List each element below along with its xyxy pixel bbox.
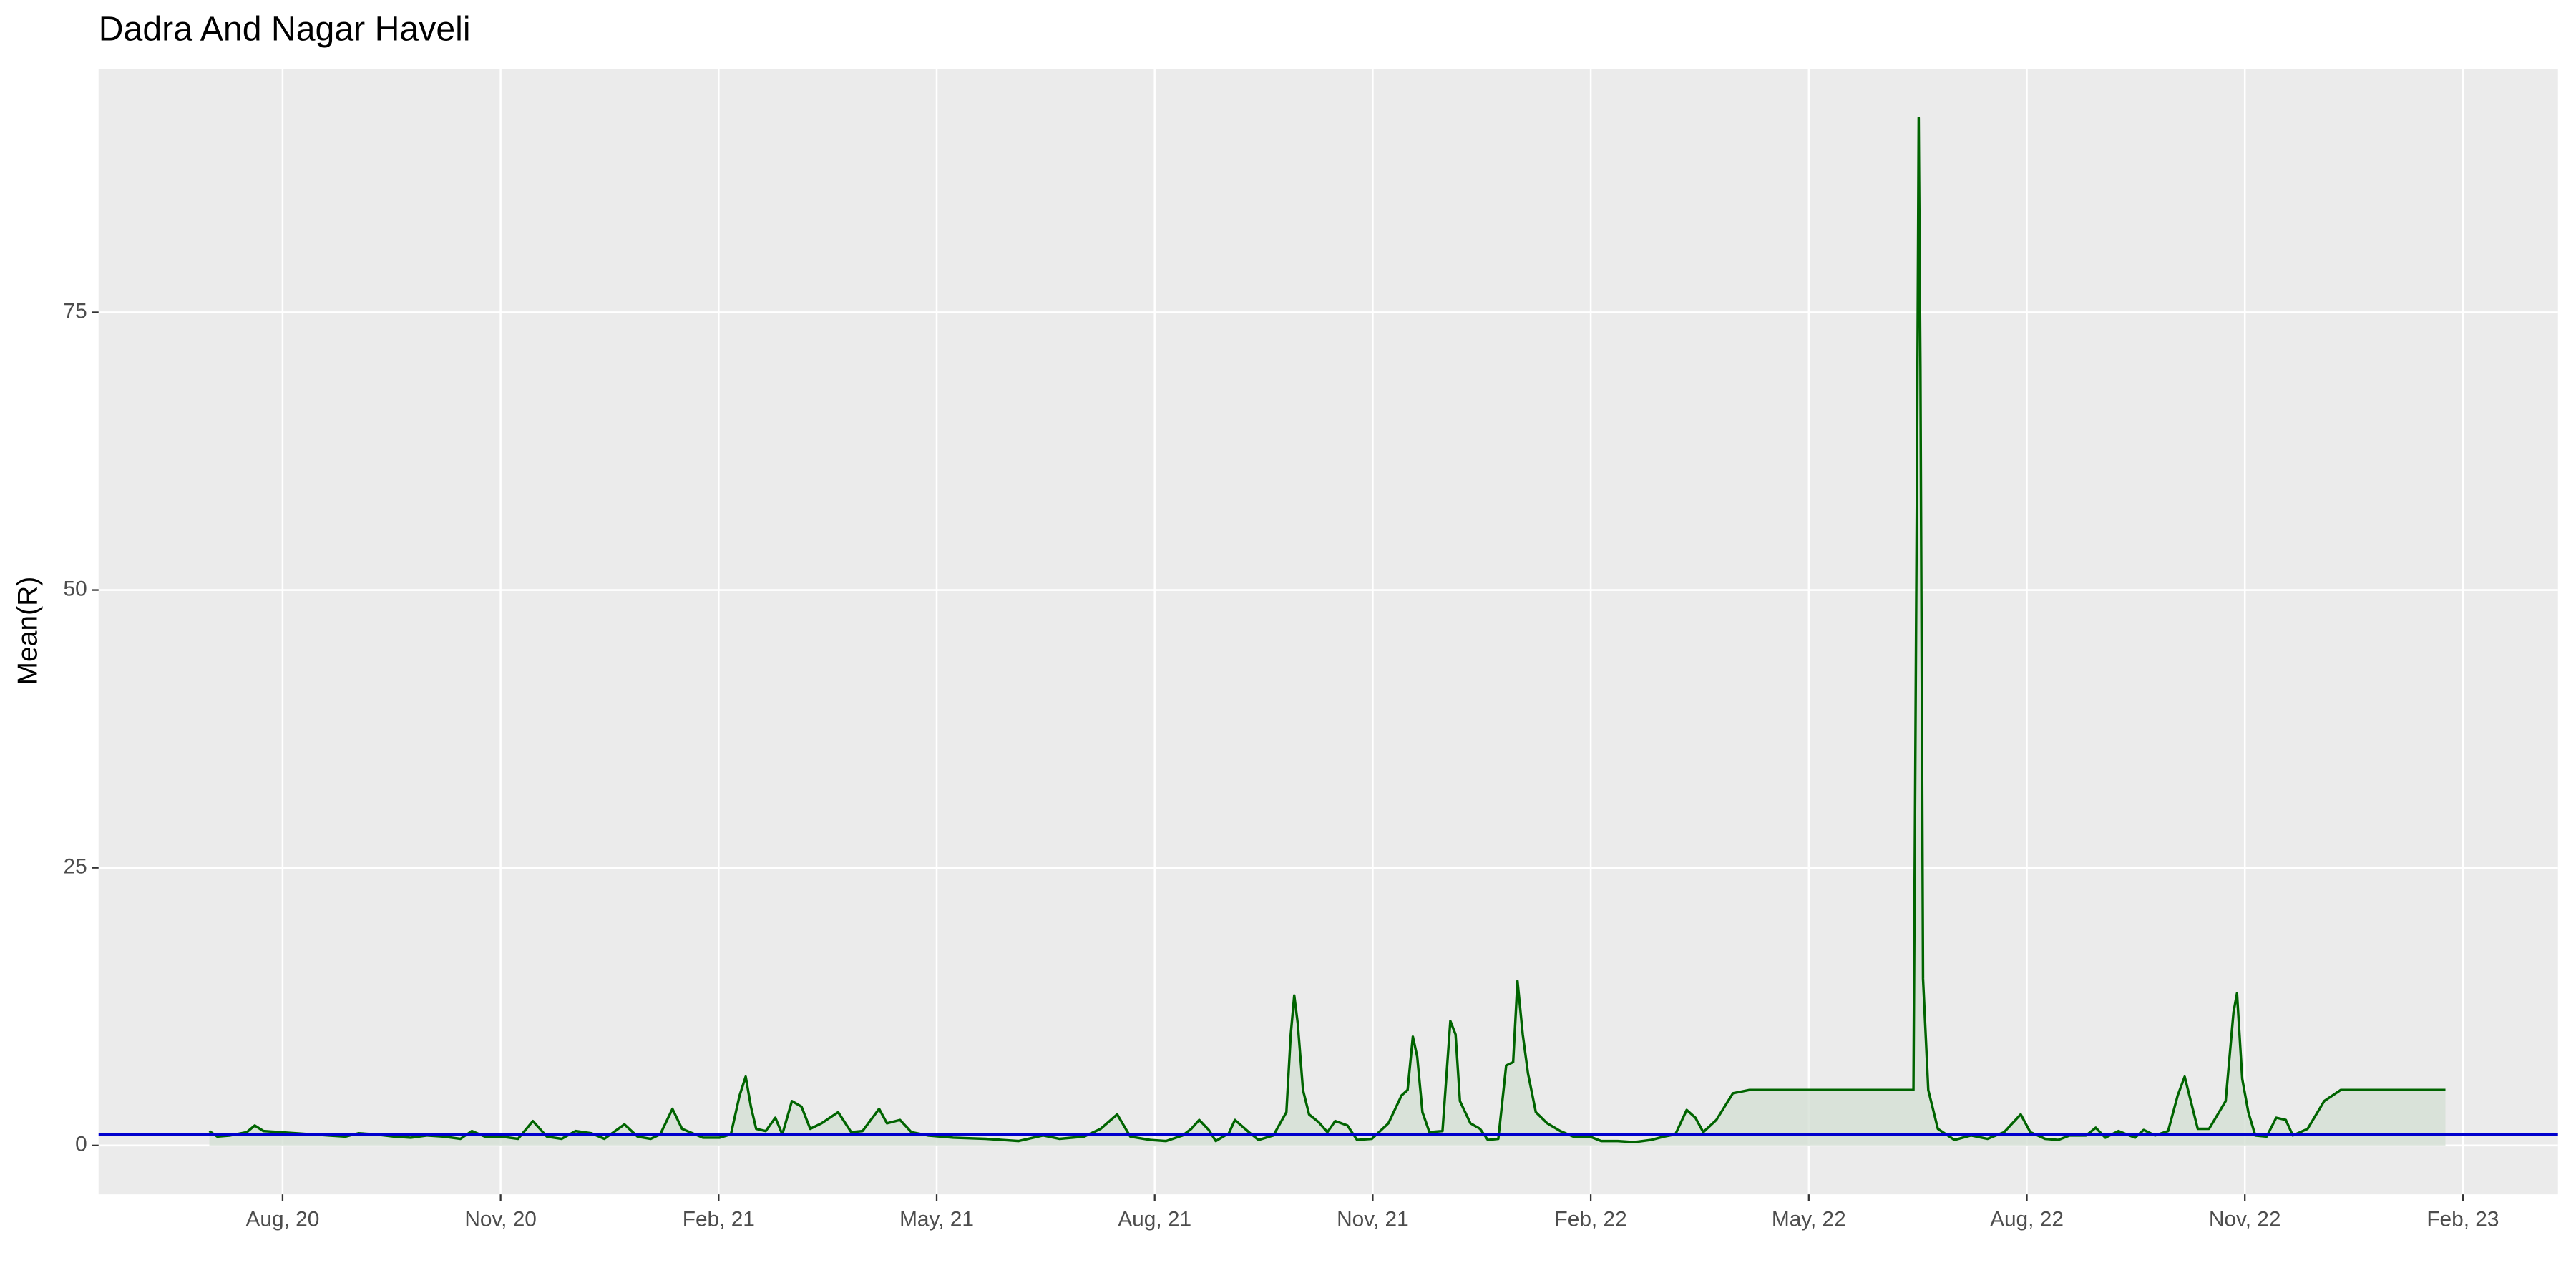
x-tick-label: Nov, 22 (2209, 1208, 2281, 1231)
x-tick-label: Feb, 22 (1555, 1208, 1627, 1231)
y-axis-label: Mean(R) (13, 577, 44, 686)
axes: 0 25 50 75 Aug, 20 Nov, 20 Feb, 21 May, 21 Aug, … (63, 299, 2499, 1231)
x-tick-label: May, 22 (1772, 1208, 1846, 1231)
x-tick-label: Aug, 22 (1990, 1208, 2064, 1231)
x-tick-label: Feb, 21 (683, 1208, 755, 1231)
x-tick-label: Nov, 20 (464, 1208, 537, 1231)
x-tick-label: Feb, 23 (2426, 1208, 2499, 1231)
plot-panel (98, 69, 2558, 1195)
x-tick-label: May, 21 (899, 1208, 974, 1231)
line (208, 117, 2446, 1143)
y-tick-label: 25 (63, 855, 87, 879)
grid (98, 69, 2558, 1195)
chart-title: Dadra And Nagar Haveli (99, 9, 471, 48)
y-tick-label: 50 (63, 577, 87, 600)
x-tick-label: Aug, 21 (1118, 1208, 1191, 1231)
marks (98, 117, 2558, 1146)
x-tick-label: Nov, 21 (1337, 1208, 1409, 1231)
x-tick-label: Aug, 20 (246, 1208, 320, 1231)
y-tick-label: 0 (75, 1133, 87, 1156)
y-tick-label: 75 (63, 299, 87, 323)
